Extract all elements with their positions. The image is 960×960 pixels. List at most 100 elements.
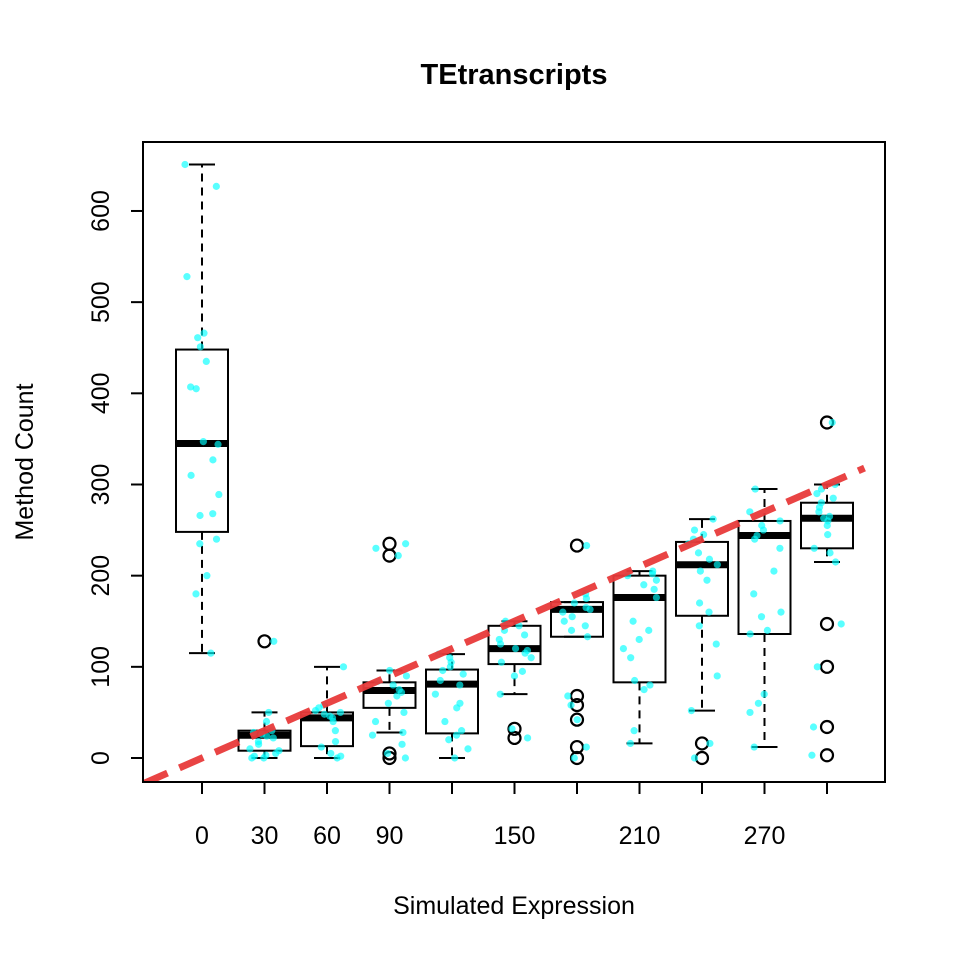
point-60-10	[331, 737, 340, 746]
y-tick-label-500: 500	[87, 281, 115, 323]
point-270-11	[757, 613, 766, 621]
point-60-4	[336, 708, 345, 717]
point-150-6	[511, 644, 520, 653]
point-300-18	[809, 723, 818, 731]
point-30-16	[260, 754, 268, 762]
point-270-6	[751, 535, 759, 543]
point-180-15	[582, 743, 590, 751]
point-30-1	[265, 708, 273, 717]
point-0-15	[196, 511, 204, 520]
x-axis-label: Simulated Expression	[393, 892, 635, 920]
point-0-2	[183, 273, 191, 281]
point-270-8	[770, 567, 778, 575]
point-210-5	[650, 585, 658, 593]
point-150-15	[523, 734, 532, 742]
point-240-11	[705, 608, 713, 616]
x-tick-label-90: 90	[376, 822, 404, 850]
point-90-15	[398, 740, 406, 748]
point-90-4	[402, 672, 411, 680]
box-30-outlier-0	[257, 634, 272, 649]
box-300-outlier-2	[819, 659, 835, 674]
point-270-7	[776, 544, 784, 552]
point-270-0	[751, 485, 759, 493]
point-150-3	[520, 631, 529, 639]
box-150-iqr	[487, 624, 542, 666]
point-180-6	[559, 608, 567, 616]
point-240-5	[694, 549, 703, 557]
point-90-10	[384, 699, 392, 707]
point-210-10	[619, 644, 628, 653]
point-150-10	[497, 658, 506, 666]
point-150-8	[521, 649, 529, 657]
point-30-6	[263, 732, 271, 740]
point-240-0	[709, 515, 717, 523]
point-120-13	[452, 731, 461, 739]
point-60-0	[339, 663, 348, 671]
point-0-3	[200, 329, 208, 337]
point-0-20	[207, 649, 215, 657]
point-60-14	[333, 754, 341, 762]
point-270-1	[746, 508, 754, 516]
point-210-15	[630, 727, 638, 735]
point-150-1	[515, 622, 523, 630]
point-120-10	[453, 704, 461, 712]
point-0-14	[209, 510, 217, 518]
point-180-10	[567, 626, 576, 634]
box-90-outlier-2	[382, 548, 397, 563]
point-300-0	[828, 418, 836, 427]
point-120-6	[436, 676, 444, 685]
box-210-iqr	[612, 574, 667, 684]
chart-title: TEtranscripts	[421, 59, 608, 91]
y-tick-label-300: 300	[87, 464, 115, 506]
point-300-3	[813, 490, 821, 498]
point-300-13	[810, 544, 818, 552]
point-150-11	[518, 667, 527, 675]
point-240-14	[713, 672, 721, 680]
point-0-17	[196, 540, 204, 548]
point-180-7	[568, 613, 576, 621]
point-270-9	[750, 590, 758, 598]
point-150-9	[527, 654, 535, 662]
box-120-iqr	[425, 668, 479, 735]
x-tick-label-0: 0	[195, 822, 209, 850]
point-180-3	[570, 599, 578, 607]
y-tick-label-600: 600	[87, 190, 115, 232]
box-90-iqr	[362, 681, 417, 709]
point-300-16	[837, 620, 845, 628]
point-0-13	[215, 490, 223, 499]
x-tick-label-210: 210	[619, 822, 661, 850]
point-120-7	[456, 681, 464, 689]
point-90-17	[401, 754, 409, 762]
point-0-1	[212, 182, 220, 190]
point-120-4	[439, 666, 447, 675]
plot-frame	[142, 141, 886, 783]
point-210-14	[640, 686, 648, 694]
point-240-12	[695, 622, 703, 630]
point-210-6	[652, 593, 661, 602]
plot-layer: 0 100 200 300 400 500 600 0 30 60 90 150 210 270	[87, 141, 886, 850]
point-240-13	[712, 640, 720, 648]
point-30-10	[246, 745, 254, 753]
point-180-16	[570, 754, 578, 762]
point-150-12	[510, 672, 519, 680]
point-0-10	[214, 440, 222, 448]
point-0-7	[187, 383, 195, 391]
point-90-3	[386, 666, 394, 675]
point-270-12	[763, 626, 772, 634]
y-tick-label-0: 0	[87, 751, 115, 765]
point-240-1	[690, 526, 699, 534]
point-60-11	[317, 743, 325, 751]
point-90-14	[368, 731, 377, 739]
box-300-iqr	[800, 501, 854, 550]
point-300-11	[823, 521, 831, 530]
point-210-9	[635, 635, 643, 644]
point-240-16	[706, 739, 714, 748]
point-210-8	[645, 626, 653, 634]
point-240-9	[703, 576, 711, 584]
point-90-12	[371, 717, 380, 726]
point-0-6	[202, 357, 210, 366]
point-60-9	[331, 727, 339, 735]
point-30-7	[269, 734, 277, 742]
x-tick-label-60: 60	[313, 822, 341, 850]
